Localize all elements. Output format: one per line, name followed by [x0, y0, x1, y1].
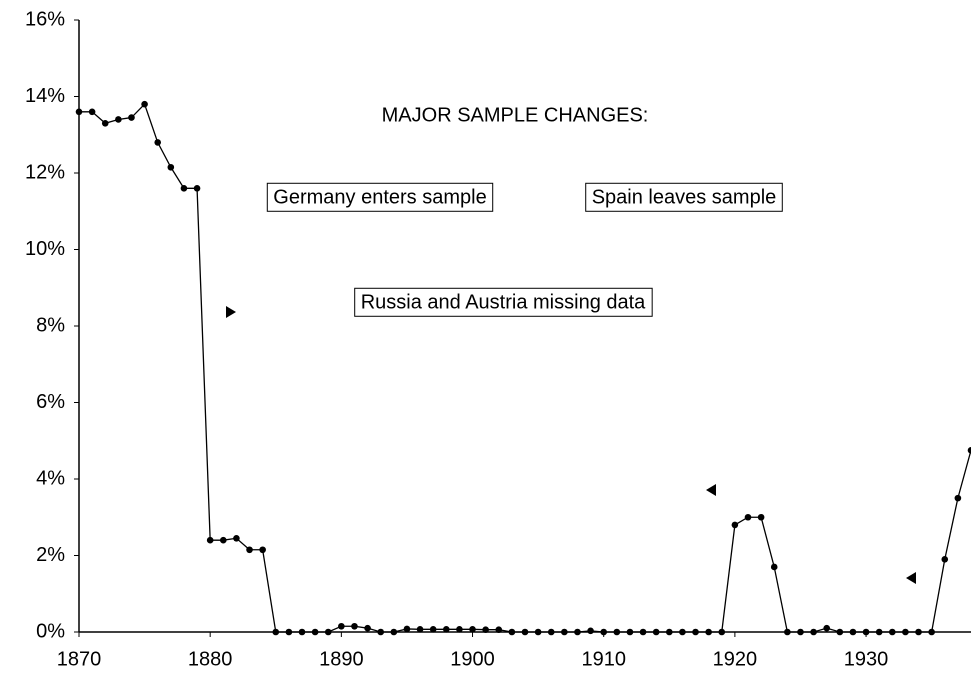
data-point — [324, 628, 332, 636]
data-point — [875, 628, 883, 636]
data-point — [679, 628, 686, 636]
data-point — [193, 185, 201, 192]
data-point — [692, 628, 699, 636]
data-point — [652, 628, 660, 636]
data-point — [259, 546, 266, 554]
data-point — [115, 116, 122, 123]
annotation: Russia and Austria missing data — [361, 291, 646, 313]
annotation-box — [585, 182, 783, 212]
data-point — [508, 628, 516, 636]
y-tick-label: 2% — [36, 544, 65, 566]
data-point — [744, 513, 752, 521]
data-point — [351, 622, 358, 630]
data-point — [862, 628, 870, 636]
x-tick-label: 1870 — [57, 648, 102, 670]
x-tick-label: 1890 — [319, 648, 364, 670]
data-point — [469, 626, 476, 633]
data-point — [534, 628, 542, 636]
annotation-box — [354, 287, 653, 317]
data-point — [928, 628, 935, 636]
y-tick-label: 8% — [36, 314, 65, 336]
x-tick-label: 1920 — [713, 648, 758, 670]
data-point — [206, 536, 214, 544]
annotation-box — [266, 182, 494, 212]
data-point — [600, 628, 608, 636]
data-point — [154, 139, 162, 146]
x-tick-label: 1900 — [450, 648, 495, 670]
data-point — [442, 626, 450, 633]
data-point — [272, 628, 280, 636]
data-point — [285, 628, 293, 636]
data-point — [587, 627, 594, 635]
data-point — [810, 628, 817, 636]
data-point — [311, 628, 319, 636]
x-tick-label: 1910 — [581, 648, 626, 670]
data-point — [823, 624, 831, 632]
data-point — [784, 628, 791, 636]
x-tick-label: 1880 — [188, 648, 233, 670]
x-tick-label: 1930 — [844, 648, 889, 670]
data-point — [416, 626, 424, 633]
data-point — [849, 628, 857, 636]
annotation: Germany enters sample — [273, 186, 486, 208]
data-point — [665, 628, 673, 636]
y-tick-label: 16% — [25, 8, 65, 30]
data-point — [167, 163, 175, 171]
data-point — [364, 624, 371, 632]
data-point — [390, 628, 398, 636]
arrowhead — [706, 484, 716, 496]
data-point — [88, 108, 96, 116]
data-point — [547, 628, 555, 636]
data-point — [482, 626, 489, 634]
data-point — [561, 628, 568, 636]
data-point — [233, 534, 240, 542]
data-point — [246, 546, 253, 554]
data-point — [770, 563, 778, 571]
data-point — [954, 494, 962, 502]
data-point — [797, 628, 804, 636]
data-point — [456, 626, 463, 633]
arrowhead — [906, 572, 916, 584]
annotation: MAJOR SAMPLE CHANGES: — [382, 104, 649, 126]
y-tick-label: 4% — [36, 467, 65, 489]
data-point — [128, 114, 135, 121]
data-point — [705, 628, 712, 636]
arrowhead — [226, 306, 236, 318]
series-line — [79, 102, 971, 633]
data-point — [377, 628, 385, 636]
data-point — [967, 447, 971, 454]
y-tick-label: 14% — [25, 85, 65, 107]
data-point — [403, 625, 411, 633]
data-point — [731, 521, 739, 529]
data-point — [757, 513, 765, 521]
data-point — [141, 100, 148, 108]
data-point — [298, 628, 306, 636]
data-point — [429, 626, 437, 633]
data-point — [915, 628, 922, 636]
y-tick-label: 0% — [36, 620, 65, 642]
y-tick-label: 10% — [25, 238, 65, 260]
data-point — [101, 119, 109, 127]
y-tick-label: 6% — [36, 391, 65, 413]
data-point — [836, 628, 844, 636]
data-point — [888, 628, 896, 636]
y-tick-label: 12% — [25, 161, 65, 183]
data-point — [495, 626, 503, 634]
data-point — [639, 628, 647, 636]
data-point — [574, 628, 581, 636]
annotation: Spain leaves sample — [592, 186, 777, 208]
data-point — [626, 628, 634, 636]
data-point — [613, 628, 621, 636]
data-point — [219, 536, 227, 544]
data-point — [75, 108, 83, 116]
data-point — [338, 622, 345, 630]
data-point — [902, 628, 909, 636]
data-point — [718, 628, 726, 636]
data-point — [521, 628, 529, 636]
data-point — [180, 185, 188, 192]
data-point — [941, 556, 949, 563]
